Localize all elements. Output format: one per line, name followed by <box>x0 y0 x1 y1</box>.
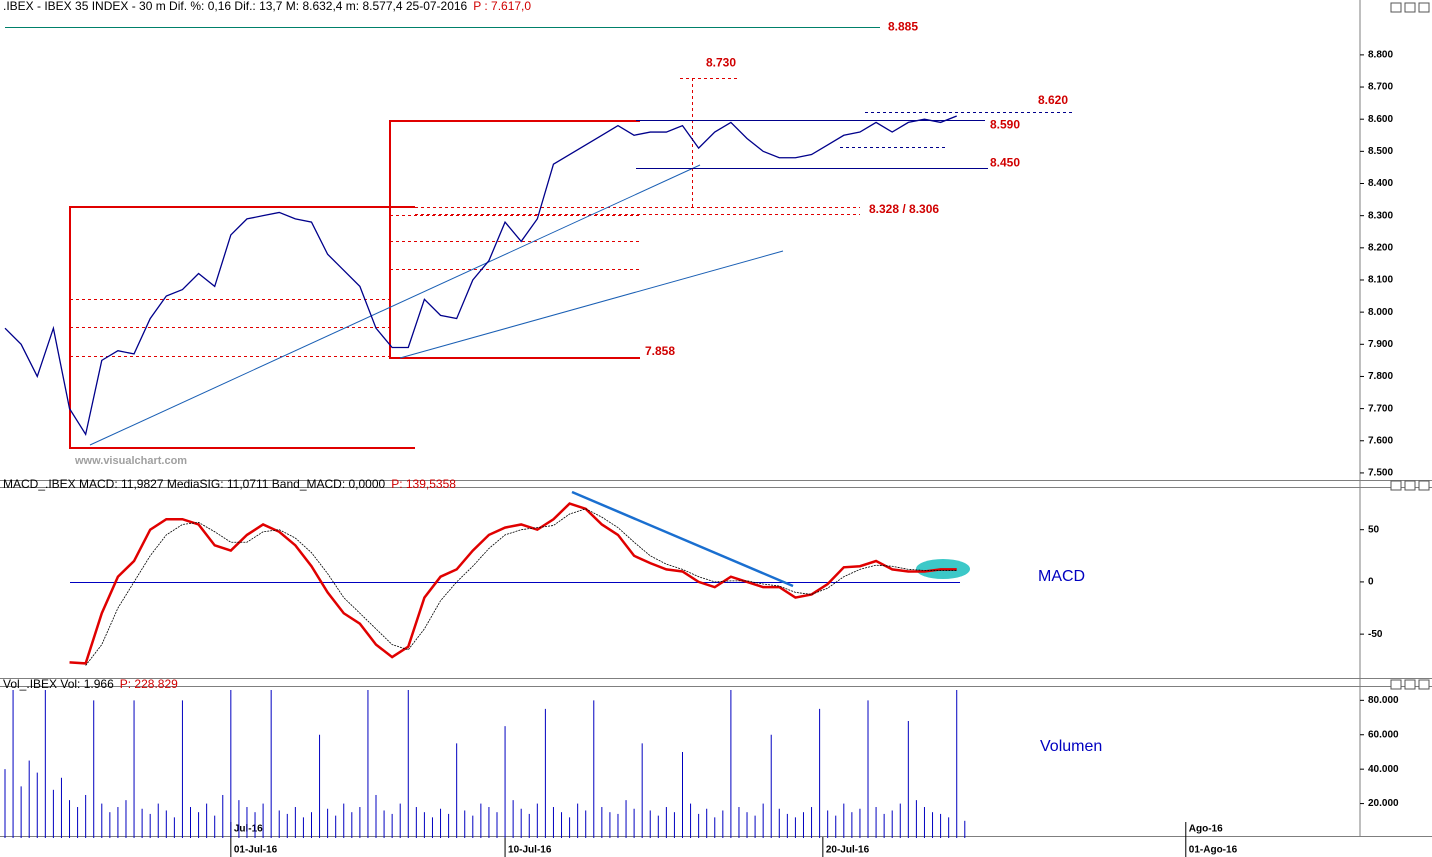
y-tick-label: 8.200 <box>1368 242 1393 253</box>
panel-title: .IBEX - IBEX 35 INDEX - 30 m Dif. %: 0,1… <box>3 0 468 13</box>
y-tick-label: 8.600 <box>1368 114 1393 125</box>
x-tick-label: 01-Jul-16 <box>234 845 278 856</box>
y-tick-label: 8.300 <box>1368 210 1393 221</box>
panel-label: Volumen <box>1040 738 1102 755</box>
y-tick-label: 0 <box>1368 577 1374 588</box>
y-tick-label: 7.700 <box>1368 403 1393 414</box>
level-label: 8.328 / 8.306 <box>869 202 939 216</box>
y-tick-label: 8.400 <box>1368 178 1393 189</box>
level-label: 8.885 <box>888 20 918 34</box>
window-buttons[interactable] <box>1390 2 1430 690</box>
y-tick-label: -50 <box>1368 629 1383 640</box>
month-label: Ago-16 <box>1189 824 1223 835</box>
y-tick-label: 50 <box>1368 524 1380 535</box>
panel-subtitle: P: 228.829 <box>120 677 178 691</box>
level-label: 8.450 <box>990 156 1020 170</box>
drawing-tools <box>5 27 1075 588</box>
panel-label: MACD <box>1038 568 1085 585</box>
panel-subtitle: P : 7.617,0 <box>473 0 531 13</box>
y-tick-label: 20.000 <box>1368 798 1399 809</box>
panel-title: MACD_.IBEX MACD: 11,9827 MediaSIG: 11,07… <box>3 477 386 491</box>
level-label: 8.730 <box>706 56 736 70</box>
x-tick-label: 01-Ago-16 <box>1189 845 1238 856</box>
level-label: 8.620 <box>1038 93 1068 107</box>
x-tick-label: 10-Jul-16 <box>508 845 552 856</box>
y-tick-label: 40.000 <box>1368 764 1399 775</box>
y-tick-label: 8.100 <box>1368 275 1393 286</box>
y-tick-label: 7.500 <box>1368 468 1393 479</box>
y-tick-label: 60.000 <box>1368 729 1399 740</box>
level-label: 8.590 <box>990 118 1020 132</box>
panel-subtitle: P: 139,5358 <box>391 477 456 491</box>
y-tick-label: 80.000 <box>1368 695 1399 706</box>
macd-line <box>69 502 957 665</box>
y-tick-label: 7.600 <box>1368 435 1393 446</box>
price-line <box>4 115 957 437</box>
month-label: Jul-16 <box>234 824 263 835</box>
panel-title: Vol_.IBEX Vol: 1.966 <box>3 677 114 691</box>
y-tick-label: 8.000 <box>1368 307 1393 318</box>
y-tick-label: 8.800 <box>1368 50 1393 61</box>
level-label: 7.858 <box>645 344 675 358</box>
x-tick-label: 20-Jul-16 <box>826 845 870 856</box>
y-tick-label: 8.500 <box>1368 146 1393 157</box>
y-tick-label: 8.700 <box>1368 82 1393 93</box>
y-tick-label: 7.800 <box>1368 371 1393 382</box>
watermark: www.visualchart.com <box>74 455 187 467</box>
y-tick-label: 7.900 <box>1368 339 1393 350</box>
